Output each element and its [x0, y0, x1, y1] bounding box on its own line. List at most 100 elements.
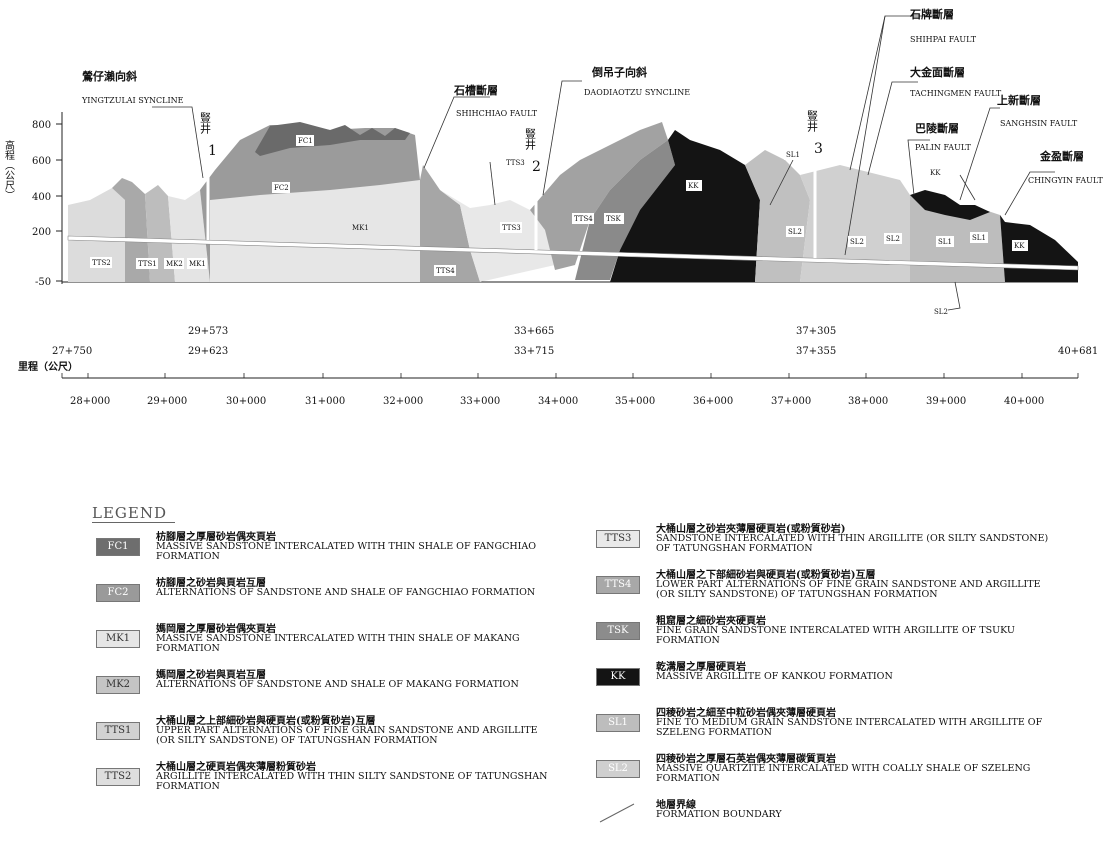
leader-sl2-bottom: [947, 281, 961, 311]
shaft-2-label: 豎井: [524, 128, 537, 151]
unit-tag-box: [90, 257, 112, 268]
unit-sl1-east: [910, 195, 1005, 282]
unit-tag: TTS4: [436, 267, 455, 275]
unit-tag: SL2: [886, 235, 900, 243]
shaft-3-station-lower: 37+355: [796, 346, 836, 357]
unit-tag-box: [1012, 240, 1028, 251]
formation-boundary-icon: [599, 803, 635, 823]
legend-zh: 四稜砂岩之細至中粒砂岩偶夾薄層硬頁岩: [656, 708, 836, 719]
unit-tag-box: [928, 167, 944, 178]
leader-kk-tag: [959, 174, 976, 201]
legend-en: MASSIVE SANDSTONE INTERCALATED WITH THIN…: [156, 541, 537, 562]
legend-swatch: TTS3: [596, 530, 640, 548]
unit-tts4-west: [420, 165, 480, 282]
unit-tag: SL1: [972, 234, 986, 242]
legend-en: FINE TO MEDIUM GRAIN SANDSTONE INTERCALA…: [656, 717, 1043, 738]
structure-zh-tachingmen: 大金面斷層: [910, 65, 965, 79]
unit-tag-box: [272, 182, 290, 193]
unit-tag: SL2: [850, 238, 864, 246]
legend-title: LEGEND: [92, 504, 175, 523]
unit-tag-box: [884, 233, 902, 244]
chainage-tick-label: 30+000: [226, 396, 266, 407]
leader-daodiaotzu: [542, 80, 582, 196]
chainage-tick-label: 38+000: [848, 396, 888, 407]
structure-en-yingtzulai: YINGTZULAI SYNCLINE: [81, 96, 184, 105]
unit-tag: SL1: [938, 238, 952, 246]
leader-ttss3: [489, 161, 496, 206]
chainage-tick-label: 35+000: [615, 396, 655, 407]
unit-tag-box: [500, 222, 522, 233]
unit-kk-central: [610, 130, 760, 282]
shaft-2-station-upper: 33+665: [514, 326, 554, 337]
legend-swatch: SL1: [596, 714, 640, 732]
legend-zh: 粗窟層之細砂岩夾硬頁岩: [656, 616, 766, 627]
legend-zh: 媽岡層之厚層砂岩偶夾頁岩: [156, 624, 276, 635]
unit-tts1: [112, 178, 150, 282]
unit-tag: TSK: [606, 215, 621, 223]
structure-en-shihpai: SHIHPAI FAULT: [910, 35, 977, 44]
legend-en: SANDSTONE INTERCALATED WITH THIN ARGILLI…: [656, 533, 1049, 554]
legend-swatch: KK: [596, 668, 640, 686]
legend-en: FINE GRAIN SANDSTONE INTERCALATED WITH A…: [656, 625, 1015, 646]
leader-sl1-tag: [769, 159, 794, 206]
unit-tag-box: [296, 135, 314, 146]
unit-tags: FC1 FC2 MK1 TTS2 TTS1 MK2 MK1 TTS4 TTS3 …: [90, 135, 1028, 316]
unit-tag-box: [504, 157, 526, 168]
unit-tag: FC1: [298, 137, 313, 145]
leader-shihchiao: [423, 96, 490, 169]
chainage-tick-label: 33+000: [460, 396, 500, 407]
unit-tag-box: [970, 232, 988, 243]
chainage-tick-label: 39+000: [926, 396, 966, 407]
legend-en: LOWER PART ALTERNATIONS OF FINE GRAIN SA…: [656, 579, 1041, 600]
legend-en: MASSIVE ARGILLITE OF KANKOU FORMATION: [656, 671, 893, 682]
structure-en-tachingmen: TACHINGMEN FAULT: [910, 89, 1002, 98]
structure-zh-daodiaotzu: 倒吊子向斜: [591, 65, 647, 79]
legend-en: MASSIVE QUARTZITE INTERCALATED WITH COAL…: [656, 763, 1031, 784]
legend-swatch: MK2: [96, 676, 140, 694]
unit-tag: TTS2: [92, 259, 111, 267]
structure-en-daodiaotzu: DAODIAOTZU SYNCLINE: [584, 88, 690, 97]
structure-en-palin: PALIN FAULT: [915, 143, 971, 152]
legend-en: ALTERNATIONS OF SANDSTONE AND SHALE OF M…: [156, 679, 519, 690]
leader-shihpai-2: [844, 15, 886, 256]
unit-tag: SL2: [788, 228, 802, 236]
shaft-1-number: 1: [208, 143, 217, 159]
y-tick-label: -50: [35, 277, 51, 288]
legend-zh: 大桶山層之硬頁岩偶夾薄層粉質砂岩: [156, 762, 316, 773]
structure-zh-palin: 巴陵斷層: [915, 121, 959, 135]
unit-tag: TTS3: [506, 159, 525, 167]
legend-swatch: FC2: [96, 584, 140, 602]
legend-en: FORMATION BOUNDARY: [656, 809, 782, 820]
unit-tag: MK2: [166, 260, 183, 268]
unit-tsk: [575, 140, 675, 280]
leader-palin: [907, 139, 930, 196]
structure-en-shihchiao: SHIHCHIAO FAULT: [456, 109, 538, 118]
unit-kk-east-cap: [910, 190, 990, 220]
unit-tag: MK1: [352, 224, 369, 232]
chainage-end: 40+681: [1058, 346, 1098, 357]
unit-tag-box: [848, 236, 866, 247]
legend-zh: 大桶山層之砂岩夾薄層硬頁岩(或粉質砂岩): [656, 524, 846, 535]
chainage-tick-label: 29+000: [147, 396, 187, 407]
unit-tag-box: [136, 258, 158, 269]
chainage-tick-label: 40+000: [1004, 396, 1044, 407]
y-tick-label: 200: [32, 227, 51, 238]
chainage-tick-label: 28+000: [70, 396, 110, 407]
unit-sl2: [800, 165, 910, 282]
legend-en: MASSIVE SANDSTONE INTERCALATED WITH THIN…: [156, 633, 520, 654]
unit-tag-box: [936, 236, 954, 247]
chainage-tick-label: 32+000: [383, 396, 423, 407]
unit-tag-box: [686, 180, 702, 191]
unit-sl1-central: [745, 150, 810, 282]
unit-kk-east: [1000, 215, 1078, 282]
chainage-start: 27+750: [52, 346, 92, 357]
legend-zh: 乾溝層之厚層硬頁岩: [656, 662, 746, 673]
geological-cross-section: 800 600 400 200 -50 高程（公尺） 豎井 1 豎井 2 豎井 …: [3, 7, 1104, 407]
legend-zh: 大桶山層之上部細砂岩與硬頁岩(或粉質砂岩)互層: [156, 716, 376, 727]
y-tick-label: 800: [32, 120, 51, 131]
leader-sanghsin: [959, 107, 1000, 201]
structure-zh-shihpai: 石牌斷層: [909, 7, 954, 21]
unit-tag-box: [572, 213, 594, 224]
structure-zh-chingyin: 金盈斷層: [1039, 149, 1084, 163]
unit-tag: TTS4: [574, 215, 593, 223]
